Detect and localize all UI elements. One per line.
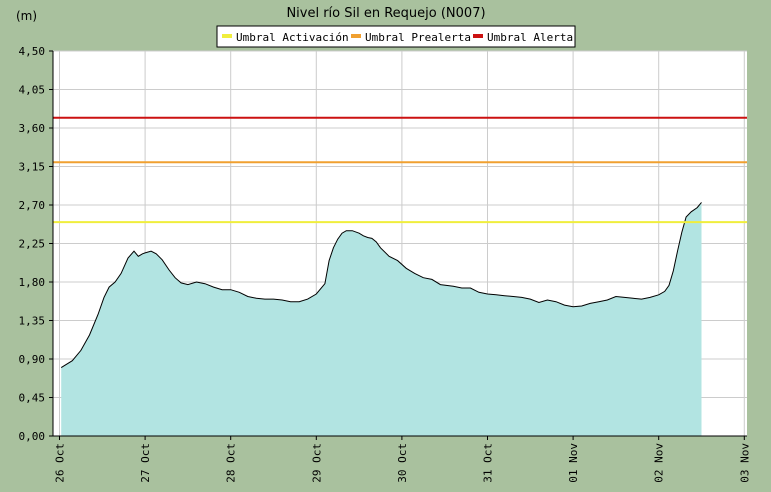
legend: Umbral Activación Umbral Prealerta Umbral … [216, 25, 576, 48]
legend-swatch-3 [473, 34, 483, 38]
y-tick-label: 1,35 [19, 315, 46, 328]
series-line [60, 202, 702, 369]
y-tick-label: 4,50 [19, 45, 46, 58]
y-tick-label: 2,25 [19, 238, 46, 251]
legend-swatch-1 [222, 34, 232, 38]
y-tick-label: 0,45 [19, 392, 46, 405]
chart-title: Nivel río Sil en Requejo (N007) [286, 6, 485, 21]
series-area-fill [61, 202, 702, 436]
x-tick-label: 02 Nov [653, 443, 666, 483]
x-tick-label: 28 Oct [225, 443, 238, 483]
y-ticks: 0,00 0,45 0,90 1,35 1,80 2,25 2,70 3,15 3,60 4,05… [19, 45, 53, 443]
y-tick-label: 0,00 [19, 430, 46, 443]
legend-label-2: Umbral Prealerta [365, 31, 471, 44]
x-tick-label: 27 Oct [139, 443, 152, 483]
y-tick-label: 3,15 [19, 161, 46, 174]
x-tick-label: 30 Oct [396, 443, 409, 483]
y-tick-label: 4,05 [19, 84, 46, 97]
series-layer [60, 202, 702, 436]
legend-label-1: Umbral Activación [236, 31, 349, 44]
y-tick-label: 2,70 [19, 199, 46, 212]
threshold-layer [53, 116, 747, 224]
x-tick-label: 26 Oct [54, 443, 67, 483]
legend-swatch-2 [351, 34, 361, 38]
y-tick-label: 1,80 [19, 276, 46, 289]
legend-label-3: Umbral Alerta [487, 31, 573, 44]
legend-box [216, 25, 576, 48]
x-tick-label: 03 Nov [738, 443, 751, 483]
x-ticks: 26 Oct 27 Oct 28 Oct 29 Oct 30 Oct 31 Oct 01 N… [54, 436, 751, 483]
y-tick-label: 0,90 [19, 353, 46, 366]
y-axis-unit-label: (m) [16, 9, 37, 23]
x-tick-label: 01 Nov [567, 443, 580, 483]
y-tick-label: 3,60 [19, 122, 46, 135]
x-tick-label: 31 Oct [482, 443, 495, 483]
x-tick-label: 29 Oct [310, 443, 323, 483]
plot-area: 0,00 0,45 0,90 1,35 1,80 2,25 2,70 3,15 3,60 4,05… [19, 45, 752, 483]
